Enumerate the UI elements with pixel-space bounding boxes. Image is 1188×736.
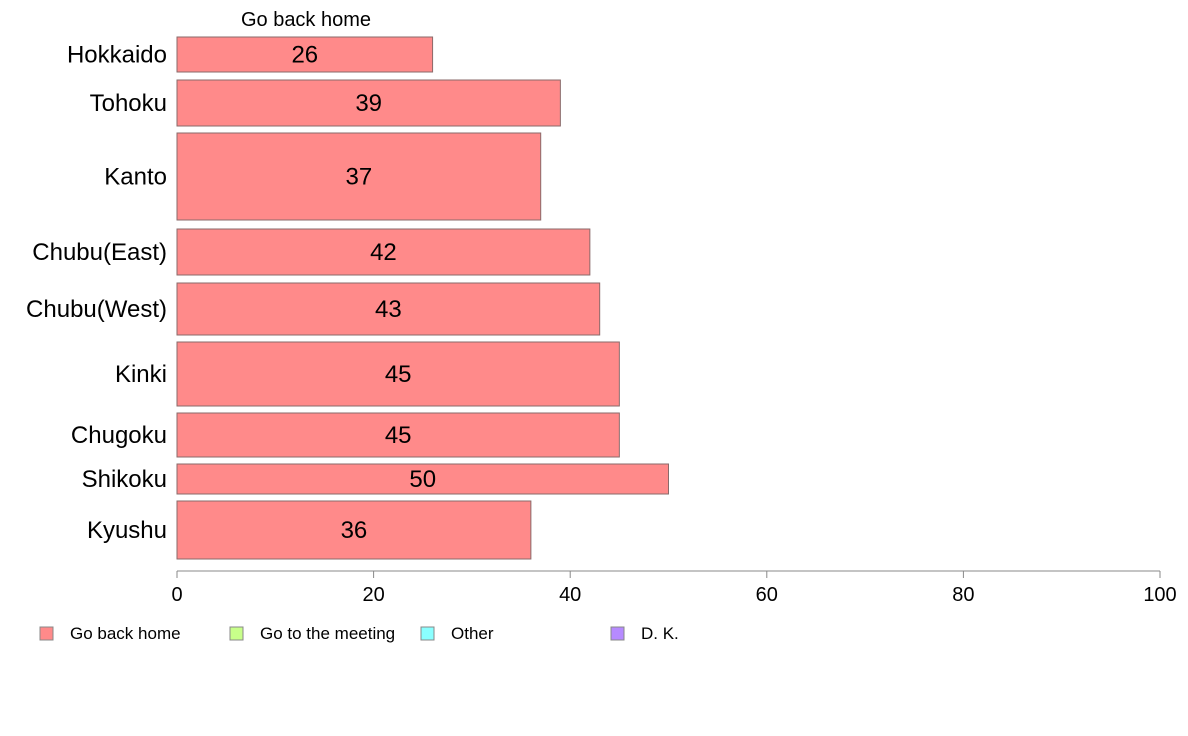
x-tick-label: 100	[1143, 584, 1176, 606]
bars-group: Hokkaido 26 Tohoku 39 Kanto 37 Chubu(East) 42 Ch…	[26, 36, 669, 560]
legend-swatch	[229, 626, 244, 641]
legend: Go back home Go to the meeting Other D. K.	[39, 624, 679, 643]
bar-kyushu	[176, 500, 532, 560]
category-label: Chubu(East)	[32, 239, 167, 266]
data-label: 37	[346, 164, 373, 191]
legend-label: Other	[451, 624, 494, 643]
legend-label: D. K.	[641, 624, 679, 643]
category-label: Chugoku	[71, 422, 167, 449]
bar-tohoku	[176, 79, 561, 127]
data-label: 39	[355, 90, 382, 117]
data-label: 42	[370, 239, 397, 266]
x-axis: 0 20 40 60 80 100	[171, 570, 1177, 606]
category-label: Kinki	[115, 361, 167, 388]
category-label: Chubu(West)	[26, 296, 167, 323]
x-tick-label: 60	[756, 584, 778, 606]
x-tick-label: 0	[171, 584, 182, 606]
category-label: Tohoku	[90, 90, 167, 117]
legend-swatch	[39, 626, 54, 641]
data-label: 50	[409, 466, 436, 493]
legend-swatch	[420, 626, 435, 641]
bar-hokkaido	[176, 36, 434, 73]
category-label: Shikoku	[82, 466, 167, 493]
legend-label: Go to the meeting	[260, 624, 395, 643]
bar-kinki	[176, 341, 620, 407]
data-label: 36	[341, 517, 368, 544]
bar-chubu-east	[176, 228, 591, 276]
bar-kanto	[176, 132, 542, 221]
data-label: 45	[385, 422, 412, 449]
data-label: 26	[291, 42, 318, 69]
data-label: 43	[375, 296, 402, 323]
bar-chugoku	[176, 412, 620, 458]
category-label: Kanto	[104, 164, 167, 191]
category-label: Hokkaido	[67, 42, 167, 69]
x-tick-label: 80	[952, 584, 974, 606]
x-tick-label: 40	[559, 584, 581, 606]
data-label: 45	[385, 361, 412, 388]
bar-shikoku	[176, 463, 669, 495]
legend-label: Go back home	[70, 624, 181, 643]
x-tick-label: 20	[362, 584, 384, 606]
legend-swatch	[610, 626, 625, 641]
chart-title: Go back home	[241, 9, 371, 31]
category-label: Kyushu	[87, 517, 167, 544]
bar-chubu-west	[176, 282, 601, 336]
